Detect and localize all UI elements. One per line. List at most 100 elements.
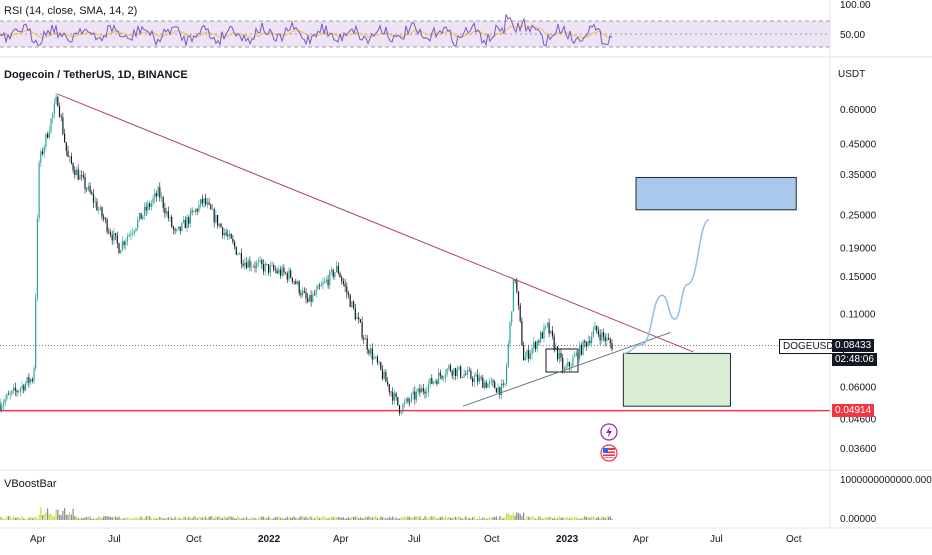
rsi-line bbox=[0, 14, 613, 47]
volume-bar bbox=[121, 518, 123, 520]
candle-body bbox=[410, 394, 412, 402]
candle-body bbox=[45, 133, 47, 147]
candle-body bbox=[118, 243, 120, 254]
candle-body bbox=[150, 202, 152, 207]
candle-body bbox=[125, 241, 127, 245]
candle-body bbox=[257, 261, 259, 263]
price-axis[interactable]: 100.00 50.00 USDT 0.60000 0.45000 0.3500… bbox=[838, 0, 932, 525]
candle-body bbox=[200, 199, 202, 205]
volume-bar bbox=[451, 518, 453, 520]
symbol-title[interactable]: Dogecoin / TetherUS, 1D, BINANCE bbox=[4, 69, 188, 81]
volume-bar bbox=[140, 516, 142, 520]
volume-bar bbox=[570, 516, 572, 520]
candle-body bbox=[507, 344, 509, 366]
descending-trendline[interactable] bbox=[57, 93, 694, 353]
volume-bar bbox=[307, 518, 309, 520]
candle-body bbox=[366, 338, 368, 350]
volume-bar bbox=[458, 516, 460, 520]
candle-body bbox=[351, 301, 353, 307]
volume-bar bbox=[526, 516, 528, 520]
candle-body bbox=[115, 233, 117, 236]
volume-bar bbox=[198, 516, 200, 520]
candle-body bbox=[111, 235, 113, 241]
candle-body bbox=[575, 352, 577, 356]
volume-bar bbox=[560, 517, 562, 520]
volume-bar bbox=[563, 518, 565, 520]
volume-bar bbox=[228, 516, 231, 520]
candle-body bbox=[295, 281, 297, 284]
volume-bar bbox=[390, 517, 392, 520]
candle-body bbox=[273, 265, 275, 270]
candle-body bbox=[339, 273, 341, 278]
time-axis[interactable]: Apr Jul Oct 2022 Apr Jul Oct 2023 Apr Ju… bbox=[30, 534, 802, 545]
volume-bar bbox=[259, 516, 261, 520]
volume-indicator-label[interactable]: VBoostBar bbox=[4, 478, 57, 490]
us-flag-icon[interactable] bbox=[600, 444, 618, 462]
candle-body bbox=[104, 218, 106, 220]
volume-bar bbox=[587, 516, 589, 520]
volume-bar bbox=[427, 518, 429, 520]
ascending-trendline[interactable] bbox=[462, 331, 671, 407]
volume-bar bbox=[262, 516, 265, 520]
volume-bar bbox=[579, 518, 581, 520]
volume-bar bbox=[281, 517, 283, 520]
candle-body bbox=[597, 330, 599, 335]
candle-body bbox=[387, 381, 389, 385]
candle-body bbox=[276, 270, 278, 273]
candle-body bbox=[198, 204, 200, 212]
candle-body bbox=[72, 163, 74, 171]
rsi-label[interactable]: RSI (14, close, SMA, 14, 2) bbox=[4, 5, 138, 17]
volume-bar bbox=[171, 517, 173, 520]
volume-bar bbox=[354, 516, 356, 520]
candle-body bbox=[155, 193, 157, 197]
candle-body bbox=[121, 241, 123, 251]
buy-zone-box[interactable] bbox=[622, 352, 731, 407]
candle-body bbox=[19, 388, 21, 392]
candle-body bbox=[40, 151, 42, 163]
candle-body bbox=[157, 187, 159, 197]
candle-body bbox=[514, 279, 516, 282]
volume-bar bbox=[96, 518, 98, 520]
current-symbol-tag: DOGEUSDT bbox=[779, 339, 844, 355]
candle-body bbox=[473, 376, 475, 383]
consolidation-box-left[interactable] bbox=[545, 348, 579, 373]
volume-bar bbox=[208, 516, 210, 520]
candle-body bbox=[424, 391, 426, 394]
candle-body bbox=[483, 382, 486, 388]
candle-body bbox=[492, 380, 494, 382]
volume-bar bbox=[30, 516, 32, 520]
candle-body bbox=[553, 336, 555, 350]
candle-body bbox=[451, 371, 453, 376]
candle-body bbox=[91, 192, 93, 195]
candle-body bbox=[529, 353, 531, 359]
volume-bar bbox=[517, 513, 520, 520]
candle-body bbox=[186, 217, 188, 229]
volume-bar bbox=[502, 518, 504, 520]
volume-bar bbox=[152, 518, 154, 520]
candle-body bbox=[52, 113, 54, 119]
candle-body bbox=[393, 393, 395, 401]
volume-bar bbox=[375, 516, 377, 520]
target-zone-box[interactable] bbox=[635, 176, 797, 211]
volume-bar bbox=[125, 518, 127, 520]
volume-bar bbox=[380, 516, 382, 520]
volume-bar bbox=[108, 516, 110, 520]
volume-bar bbox=[210, 516, 212, 520]
candle-body bbox=[310, 295, 312, 302]
candle-body bbox=[0, 403, 1, 410]
price-tick-label: 0.03600 bbox=[840, 444, 877, 455]
candle-body bbox=[256, 262, 258, 268]
volume-bar bbox=[604, 518, 606, 520]
candle-body bbox=[347, 293, 350, 296]
volume-bar bbox=[288, 517, 290, 520]
candle-body bbox=[526, 350, 528, 357]
rsi-tick-label: 50.00 bbox=[840, 30, 865, 41]
candle-body bbox=[269, 265, 271, 273]
price-tick-label: 0.60000 bbox=[840, 105, 877, 116]
candle-body bbox=[203, 198, 205, 204]
volume-bar bbox=[58, 514, 61, 520]
lightning-icon[interactable] bbox=[600, 423, 618, 441]
candle-body bbox=[609, 339, 611, 344]
projection-path[interactable] bbox=[623, 218, 710, 355]
